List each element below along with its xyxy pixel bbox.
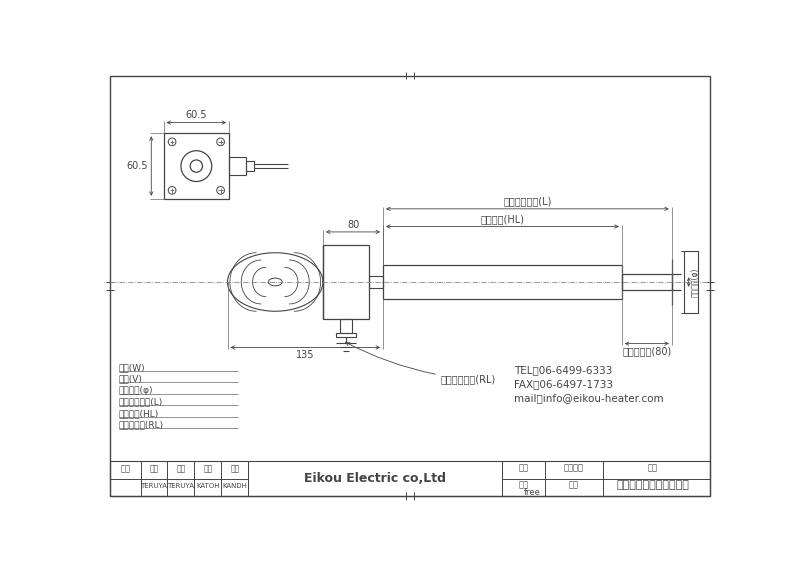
Text: リード線長(RL): リード線長(RL) xyxy=(119,421,164,430)
Text: 電圧(V): 電圧(V) xyxy=(119,374,143,383)
Bar xyxy=(622,275,672,290)
Bar xyxy=(684,251,698,313)
Bar xyxy=(383,265,622,299)
Text: mail：info@eikou-heater.com: mail：info@eikou-heater.com xyxy=(514,393,663,403)
Text: 135: 135 xyxy=(296,350,314,360)
Bar xyxy=(340,319,352,333)
Text: 検閲: 検閲 xyxy=(176,465,186,474)
Bar xyxy=(110,461,710,496)
Bar xyxy=(369,276,383,288)
Text: 図番: 図番 xyxy=(569,481,578,490)
Bar xyxy=(163,134,229,199)
Text: 60.5: 60.5 xyxy=(186,110,207,121)
Text: 承認: 承認 xyxy=(150,465,158,474)
Text: 名称: 名称 xyxy=(647,463,658,472)
Text: KANDH: KANDH xyxy=(222,483,247,490)
Text: ヒーター長さ(L): ヒーター長さ(L) xyxy=(119,397,163,406)
Text: FAX：06-6497-1733: FAX：06-6497-1733 xyxy=(514,379,613,389)
Text: 日付: 日付 xyxy=(518,463,529,472)
Text: 発熱長さ(HL): 発熱長さ(HL) xyxy=(119,409,159,418)
Text: 管理番号: 管理番号 xyxy=(564,463,584,472)
Text: 容量(W): 容量(W) xyxy=(119,363,146,372)
Bar xyxy=(248,461,502,496)
Text: Eikou Electric co,Ltd: Eikou Electric co,Ltd xyxy=(304,472,446,485)
Text: パイプ径(φ): パイプ径(φ) xyxy=(119,386,154,395)
Bar xyxy=(323,245,369,319)
Text: 尺度: 尺度 xyxy=(518,481,529,490)
Text: TEL：06-6499-6333: TEL：06-6499-6333 xyxy=(514,365,612,375)
Text: free: free xyxy=(524,488,541,497)
Bar xyxy=(336,333,356,337)
Text: 非発熱長さ(80): 非発熱長さ(80) xyxy=(622,346,671,356)
Text: 制図: 制図 xyxy=(230,465,239,474)
Text: KATOH: KATOH xyxy=(196,483,220,490)
Text: 60.5: 60.5 xyxy=(126,161,148,171)
Text: ヒーター長さ(L): ヒーター長さ(L) xyxy=(503,196,552,207)
Text: リード線長さ(RL): リード線長さ(RL) xyxy=(346,342,496,384)
Text: 取っ手型ボルトヒーター: 取っ手型ボルトヒーター xyxy=(616,480,689,490)
Text: TERUYA: TERUYA xyxy=(141,483,167,490)
Text: 発熱長さ(HL): 発熱長さ(HL) xyxy=(480,214,525,224)
Bar xyxy=(246,161,254,171)
Text: パイプ径(φ): パイプ径(φ) xyxy=(691,267,700,297)
Text: TERUYA: TERUYA xyxy=(167,483,194,490)
Text: 設計: 設計 xyxy=(203,465,213,474)
Bar xyxy=(229,157,246,175)
Text: 80: 80 xyxy=(347,220,359,230)
Text: 改訂: 改訂 xyxy=(120,465,130,474)
